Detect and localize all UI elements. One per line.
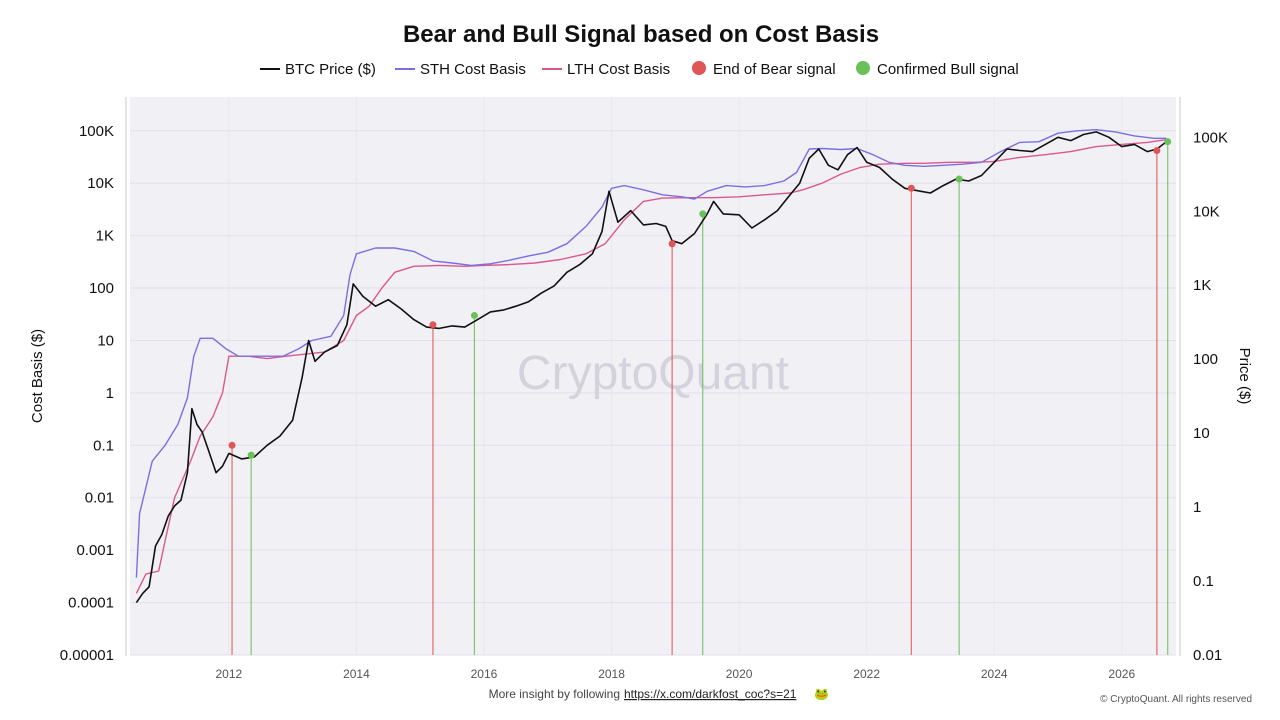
end-of-bear-dot[interactable]	[228, 441, 236, 449]
confirmed-bull-dot[interactable]	[955, 175, 963, 183]
y-left-ticks: 100K 10K 1K 100 10 1 0.1 0.01 0.001 0.0001 0.00001	[60, 123, 114, 664]
signal-lines	[231, 141, 1169, 655]
legend: BTC Price ($) STH Cost Basis LTH Cost Ba…	[260, 61, 1019, 78]
legend-label-sth-cost-basis: STH Cost Basis	[420, 61, 526, 78]
y-right-axis-title: Price ($)	[1236, 348, 1253, 405]
x-tick-label: 2024	[981, 667, 1008, 681]
y-right-tick-label: 1	[1193, 499, 1201, 516]
y-left-tick-label: 1K	[96, 228, 114, 245]
y-left-tick-label: 10K	[87, 175, 114, 192]
end-of-bear-dot[interactable]	[1153, 147, 1161, 155]
legend-swatch-confirmed-bull	[856, 61, 870, 75]
y-left-tick-label: 0.1	[93, 437, 114, 454]
legend-item-sth-cost-basis[interactable]: STH Cost Basis	[395, 61, 526, 78]
chart-title: Bear and Bull Signal based on Cost Basis	[403, 21, 879, 48]
y-left-tick-label: 0.001	[76, 542, 114, 559]
legend-item-confirmed-bull[interactable]: Confirmed Bull signal	[856, 61, 1019, 78]
y-left-tick-label: 100K	[79, 123, 114, 140]
series-line-sth-cost-basis[interactable]	[135, 129, 1167, 578]
series-line-lth-cost-basis[interactable]	[135, 138, 1167, 594]
confirmed-bull-dot[interactable]	[247, 451, 255, 459]
legend-swatch-end-of-bear	[692, 61, 706, 75]
y-right-tick-label: 1K	[1193, 277, 1211, 294]
x-tick-label: 2022	[853, 667, 880, 681]
y-right-tick-label: 100K	[1193, 129, 1228, 146]
y-left-tick-label: 1	[106, 385, 114, 402]
confirmed-bull-dot[interactable]	[470, 311, 478, 319]
x-tick-label: 2020	[726, 667, 753, 681]
end-of-bear-dot[interactable]	[429, 321, 437, 329]
frog-icon: 🐸	[814, 687, 829, 701]
watermark: CryptoQuant	[517, 347, 789, 400]
legend-item-btc-price[interactable]: BTC Price ($)	[260, 61, 376, 78]
signal-dots	[228, 138, 1172, 459]
footer-link[interactable]: https://x.com/darkfost_coc?s=21	[624, 687, 797, 701]
series-lines	[135, 129, 1167, 604]
footer-text: More insight by following	[489, 687, 620, 701]
series-line-btc-price[interactable]	[135, 131, 1167, 604]
x-tick-label: 2018	[598, 667, 625, 681]
legend-label-end-of-bear: End of Bear signal	[713, 61, 836, 78]
end-of-bear-dot[interactable]	[668, 240, 676, 248]
x-tick-label: 2012	[216, 667, 243, 681]
x-tick-label: 2026	[1108, 667, 1135, 681]
y-left-tick-label: 100	[89, 280, 114, 297]
legend-item-end-of-bear[interactable]: End of Bear signal	[692, 61, 836, 78]
y-right-tick-label: 0.1	[1193, 573, 1214, 590]
legend-label-lth-cost-basis: LTH Cost Basis	[567, 61, 670, 78]
confirmed-bull-dot[interactable]	[1164, 138, 1172, 146]
x-tick-label: 2014	[343, 667, 370, 681]
x-tick-label: 2016	[471, 667, 498, 681]
y-left-tick-label: 0.01	[85, 490, 114, 507]
y-left-tick-label: 0.00001	[60, 647, 114, 664]
end-of-bear-dot[interactable]	[907, 184, 915, 192]
y-left-axis-title: Cost Basis ($)	[29, 329, 46, 423]
legend-item-lth-cost-basis[interactable]: LTH Cost Basis	[542, 61, 670, 78]
y-right-ticks: 100K 10K 1K 100 10 1 0.1 0.01	[1193, 129, 1228, 664]
y-left-tick-label: 0.0001	[68, 595, 114, 612]
legend-label-btc-price: BTC Price ($)	[285, 61, 376, 78]
legend-label-confirmed-bull: Confirmed Bull signal	[877, 61, 1019, 78]
copyright-text: © CryptoQuant. All rights reserved	[1100, 694, 1252, 705]
y-right-tick-label: 0.01	[1193, 647, 1222, 664]
y-right-tick-label: 100	[1193, 351, 1218, 368]
plot-area[interactable]	[130, 97, 1176, 655]
y-left-tick-label: 10	[97, 332, 114, 349]
footer: More insight by following https://x.com/…	[489, 687, 1252, 705]
confirmed-bull-dot[interactable]	[699, 210, 707, 218]
y-right-tick-label: 10K	[1193, 203, 1220, 220]
x-ticks: 2012 2014 2016 2018 2020 2022 2024 2026	[216, 667, 1136, 681]
y-right-tick-label: 10	[1193, 425, 1210, 442]
grid-lines	[130, 97, 1176, 656]
